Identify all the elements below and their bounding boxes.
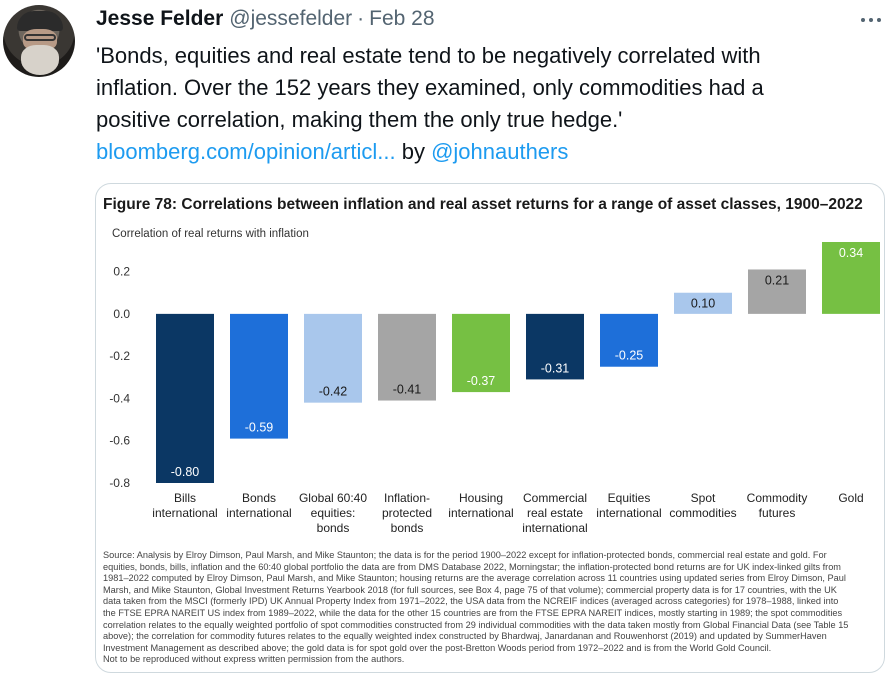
- bar: [156, 313, 214, 483]
- y-tick-label: 0.0: [113, 307, 130, 321]
- bar-value-label: 0.34: [839, 246, 863, 260]
- bar: [600, 313, 658, 367]
- y-tick-label: 0.2: [113, 265, 130, 279]
- x-category-label: Bonds: [242, 491, 276, 505]
- bar-value-label: -0.42: [319, 385, 348, 399]
- source-line: data taken from the MSCI (formerly IPD) …: [103, 596, 839, 607]
- bar: [748, 269, 806, 314]
- source-line: Marsh, and Mike Staunton, Global Investm…: [103, 584, 837, 595]
- source-line: Not to be reproduced without express wri…: [103, 654, 405, 665]
- figure-source-note: Source: Analysis by Elroy Dimson, Paul M…: [103, 550, 879, 666]
- y-tick-label: -0.2: [109, 349, 130, 363]
- x-category-label: futures: [759, 506, 796, 520]
- x-category-label: Global 60:40: [299, 491, 367, 505]
- y-tick-label: -0.6: [109, 434, 130, 448]
- y-tick-label: -0.4: [109, 391, 130, 405]
- tweet-text-line: positive correlation, making them the on…: [96, 107, 623, 132]
- more-dot-icon: [869, 18, 873, 22]
- tweet-text-line: inflation. Over the 152 years they exami…: [96, 75, 764, 100]
- x-category-label: Housing: [459, 491, 503, 505]
- avatar[interactable]: [3, 5, 75, 77]
- source-line: equities, bonds, bills, inflation and th…: [103, 561, 841, 572]
- x-category-label: Spot: [691, 491, 716, 505]
- source-line: above); the correlation for commodity fu…: [103, 631, 827, 642]
- tweet-header: Jesse Felder @jessefelder · Feb 28: [96, 7, 435, 33]
- author-mention-link[interactable]: @johnauthers: [431, 139, 569, 164]
- x-category-label: bonds: [317, 521, 350, 535]
- x-category-label: bonds: [391, 521, 424, 535]
- article-link[interactable]: bloomberg.com/opinion/articl...: [96, 139, 396, 164]
- source-line: Investment Management as described above…: [103, 642, 772, 653]
- bar: [452, 313, 510, 393]
- bar: [822, 242, 880, 314]
- bar-value-label: -0.25: [615, 349, 644, 363]
- x-category-label: international: [152, 506, 217, 520]
- y-axis-label: Correlation of real returns with inflati…: [112, 228, 309, 240]
- more-options-button[interactable]: [856, 8, 886, 32]
- x-category-label: Equities: [608, 491, 651, 505]
- source-line: 1981–2022 computed by Elroy Dimson, Paul…: [103, 573, 846, 584]
- x-category-label: Bills: [174, 491, 196, 505]
- bar-value-label: -0.59: [245, 421, 274, 435]
- user-handle[interactable]: @jessefelder: [229, 7, 353, 30]
- x-category-label: equities:: [311, 506, 356, 520]
- x-category-label: Commercial: [523, 491, 587, 505]
- more-dot-icon: [861, 18, 865, 22]
- bar: [674, 292, 732, 314]
- bar-value-label: -0.37: [467, 374, 496, 388]
- avatar-cap: [17, 11, 63, 31]
- tweet-media-image[interactable]: Figure 78: Correlations between inflatio…: [95, 183, 885, 673]
- source-line: Source: Analysis by Elroy Dimson, Paul M…: [103, 550, 827, 560]
- y-tick-label: -0.8: [109, 476, 130, 490]
- bar-value-label: -0.41: [393, 383, 422, 397]
- bar: [378, 313, 436, 401]
- x-category-label: commodities: [669, 506, 736, 520]
- source-line: correlation relates to the equally weigh…: [103, 619, 849, 630]
- tweet-date[interactable]: Feb 28: [369, 7, 435, 30]
- separator-dot: ·: [357, 7, 365, 30]
- source-line: the FTSE EPRA NAREIT US index from 1989–…: [103, 607, 843, 618]
- more-dot-icon: [877, 18, 881, 22]
- x-category-label: international: [226, 506, 291, 520]
- bar: [230, 313, 288, 439]
- figure-title: Figure 78: Correlations between inflatio…: [103, 196, 863, 213]
- display-name[interactable]: Jesse Felder: [96, 7, 224, 30]
- bar-chart: 0.20.0-0.2-0.4-0.6-0.8-0.80Billsinternat…: [109, 242, 880, 535]
- x-category-label: real estate: [527, 506, 583, 520]
- x-category-label: protected: [382, 506, 432, 520]
- x-category-label: international: [522, 521, 587, 535]
- bar-value-label: -0.80: [171, 465, 200, 479]
- x-category-label: Commodity: [747, 491, 808, 505]
- tweet-text: 'Bonds, equities and real estate tend to…: [96, 40, 886, 168]
- avatar-beard: [21, 45, 59, 75]
- avatar-glasses: [24, 34, 56, 41]
- by-text: by: [395, 139, 432, 164]
- x-category-label: Inflation-: [384, 491, 430, 505]
- tweet-text-line: 'Bonds, equities and real estate tend to…: [96, 43, 761, 68]
- bar-value-label: -0.31: [541, 361, 570, 375]
- bar-value-label: 0.10: [691, 297, 715, 311]
- x-category-label: international: [448, 506, 513, 520]
- x-category-label: Gold: [838, 491, 863, 505]
- x-category-label: international: [596, 506, 661, 520]
- tweet-link-line: bloomberg.com/opinion/articl... by @john…: [96, 136, 886, 168]
- bar: [526, 313, 584, 380]
- bar: [304, 313, 362, 403]
- bar-value-label: 0.21: [765, 273, 789, 287]
